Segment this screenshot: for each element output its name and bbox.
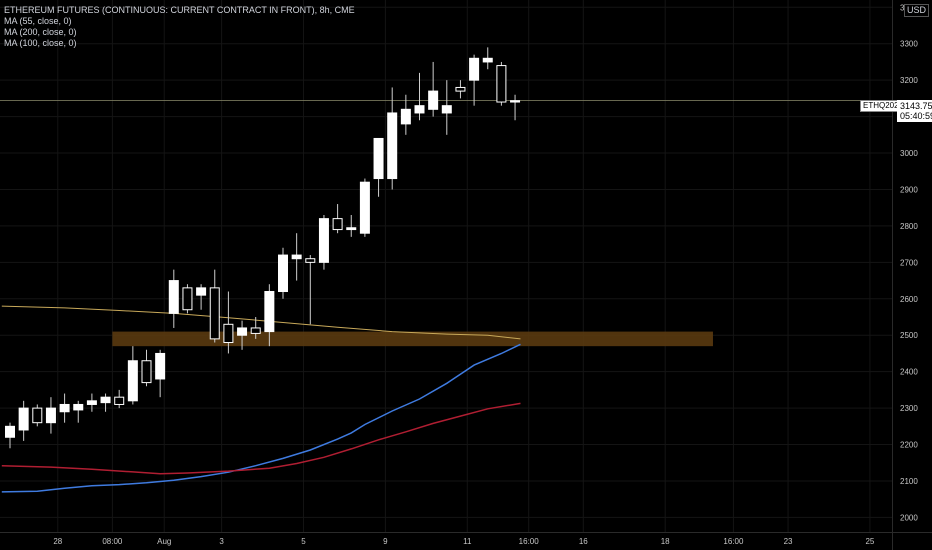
candle-body bbox=[469, 57, 480, 81]
candle-body bbox=[373, 137, 384, 180]
x-tick-label: 16:00 bbox=[519, 537, 540, 546]
candle-body bbox=[114, 396, 125, 405]
ma-line-ma55 bbox=[1, 343, 521, 493]
candle-body bbox=[141, 360, 152, 384]
candle-body bbox=[387, 112, 398, 180]
y-tick-label: 2900 bbox=[900, 185, 918, 194]
x-tick-label: 23 bbox=[784, 537, 793, 546]
x-tick-label: 25 bbox=[865, 537, 874, 546]
candle-body bbox=[455, 86, 466, 92]
y-tick-label: 3200 bbox=[900, 76, 918, 85]
candle-body bbox=[86, 400, 97, 405]
candle-body bbox=[305, 258, 316, 263]
x-tick-label: Aug bbox=[157, 537, 171, 546]
last-price-label: 3143.75 05:40:59 bbox=[897, 100, 932, 122]
y-tick-label: 2200 bbox=[900, 441, 918, 450]
candle-body bbox=[32, 407, 43, 424]
x-tick-label: 08:00 bbox=[102, 537, 123, 546]
last-price-value: 3143.75 bbox=[900, 101, 932, 111]
y-tick-label: 2000 bbox=[900, 513, 918, 522]
candle-body bbox=[5, 425, 15, 438]
x-tick-label: 9 bbox=[383, 537, 388, 546]
candle-body bbox=[127, 360, 138, 402]
candle-body bbox=[155, 352, 166, 380]
y-tick-label: 3000 bbox=[900, 149, 918, 158]
candle-body bbox=[168, 280, 179, 314]
y-tick-label: 2800 bbox=[900, 222, 918, 231]
candle-body bbox=[400, 108, 411, 125]
currency-unit-badge[interactable]: USD bbox=[904, 4, 930, 17]
candle-body bbox=[250, 327, 261, 334]
candle-body bbox=[100, 396, 111, 404]
candle-body bbox=[196, 287, 207, 296]
candle-body bbox=[414, 105, 425, 114]
ma-line-ma100 bbox=[1, 402, 521, 475]
y-tick-label: 2400 bbox=[900, 368, 918, 377]
candle-body bbox=[346, 227, 357, 231]
candle-body bbox=[278, 254, 288, 293]
legend-ma55: MA (55, close, 0) bbox=[4, 16, 72, 26]
candle-body bbox=[209, 287, 220, 340]
y-tick-label: 3300 bbox=[900, 40, 918, 49]
y-tick-label: 2100 bbox=[900, 477, 918, 486]
candle-body bbox=[73, 403, 84, 411]
candle-body bbox=[318, 218, 329, 263]
candle-body bbox=[291, 254, 302, 260]
y-tick-label: 2500 bbox=[900, 331, 918, 340]
candle-body bbox=[237, 327, 248, 336]
x-tick-label: 3 bbox=[219, 537, 224, 546]
candle-body bbox=[332, 218, 343, 231]
chart-legend: ETHEREUM FUTURES (CONTINUOUS: CURRENT CO… bbox=[4, 5, 355, 49]
ma-line-ma200 bbox=[1, 305, 521, 340]
y-tick-label: 2300 bbox=[900, 404, 918, 413]
candle-body bbox=[482, 57, 493, 63]
x-tick-label: 18 bbox=[661, 537, 670, 546]
y-tick-label: 2700 bbox=[900, 258, 918, 267]
candle-body bbox=[59, 403, 70, 413]
candle-body bbox=[264, 291, 275, 333]
legend-ma200: MA (200, close, 0) bbox=[4, 27, 77, 37]
legend-title: ETHEREUM FUTURES (CONTINUOUS: CURRENT CO… bbox=[4, 5, 355, 15]
support-zone bbox=[112, 331, 713, 347]
x-tick-label: 28 bbox=[53, 537, 62, 546]
x-tick-label: 16 bbox=[579, 537, 588, 546]
candle-body bbox=[428, 90, 439, 110]
legend-ma100: MA (100, close, 0) bbox=[4, 38, 77, 48]
candle-body bbox=[18, 407, 29, 431]
x-tick-label: 11 bbox=[463, 537, 472, 546]
x-tick-label: 5 bbox=[301, 537, 306, 546]
candle-body bbox=[441, 105, 452, 114]
x-tick-label: 16:00 bbox=[723, 537, 744, 546]
y-tick-label: 2600 bbox=[900, 295, 918, 304]
candle-body bbox=[496, 65, 507, 103]
bar-countdown: 05:40:59 bbox=[900, 111, 932, 121]
candle-body bbox=[182, 287, 193, 311]
candle-body bbox=[45, 407, 56, 424]
candle-body bbox=[223, 323, 234, 344]
candle-body bbox=[359, 181, 370, 234]
candle-body bbox=[510, 100, 521, 103]
